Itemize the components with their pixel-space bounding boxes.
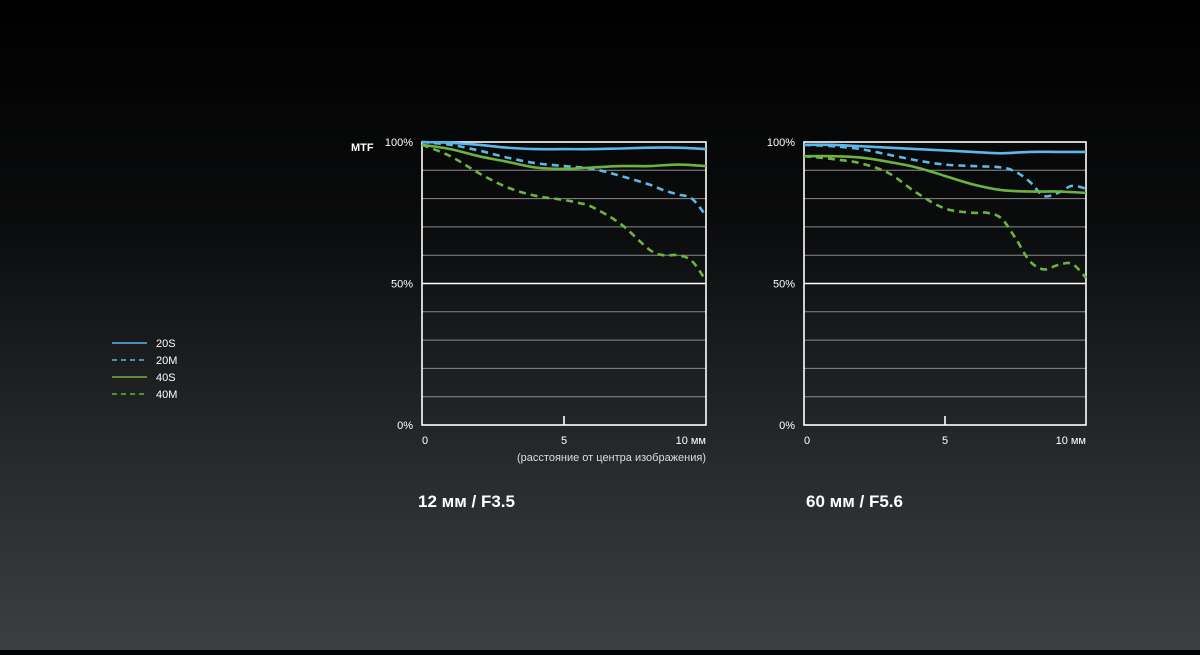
chart-title: 12 мм / F3.5 bbox=[418, 492, 515, 511]
x-tick-label: 0 bbox=[422, 435, 428, 447]
mtf-axis-label: MTF bbox=[351, 142, 374, 154]
series-line-20s bbox=[421, 140, 707, 151]
legend: 20S 20M 40S 40M bbox=[112, 338, 177, 401]
series-line-20s bbox=[803, 143, 1086, 155]
y-tick-label: 0% bbox=[779, 420, 795, 432]
y-tick-label: 100% bbox=[385, 137, 413, 149]
x-tick-label: 5 bbox=[942, 435, 948, 447]
x-tick-label: 10 мм bbox=[1056, 435, 1086, 447]
y-tick-label: 0% bbox=[397, 420, 413, 432]
legend-label-40m: 40M bbox=[156, 389, 177, 401]
chart-title: 60 мм / F5.6 bbox=[806, 492, 903, 511]
series-line-20m bbox=[421, 140, 708, 217]
series-line-40s bbox=[421, 143, 707, 171]
x-axis-note: (расстояние от центра изображения) bbox=[517, 452, 706, 464]
y-tick-label: 100% bbox=[767, 137, 795, 149]
series-line-40s bbox=[803, 154, 1087, 195]
series-line-20m bbox=[803, 143, 1087, 198]
chart-12mm: 100% 50% 0% 0 5 10 мм 12 мм / F3.5 bbox=[385, 137, 708, 511]
x-tick-label: 10 мм bbox=[676, 435, 706, 447]
series-line-40m bbox=[421, 143, 708, 282]
x-tick-label: 5 bbox=[561, 435, 567, 447]
y-tick-label: 50% bbox=[773, 279, 795, 291]
legend-label-20s: 20S bbox=[156, 338, 176, 350]
legend-label-20m: 20M bbox=[156, 355, 177, 367]
y-tick-label: 50% bbox=[391, 279, 413, 291]
legend-label-40s: 40S bbox=[156, 372, 176, 384]
chart-60mm: 100% 50% 0% 0 5 10 мм 60 мм / F5.6 bbox=[767, 137, 1087, 511]
x-tick-label: 0 bbox=[804, 435, 810, 447]
series-line-40m bbox=[803, 154, 1087, 279]
